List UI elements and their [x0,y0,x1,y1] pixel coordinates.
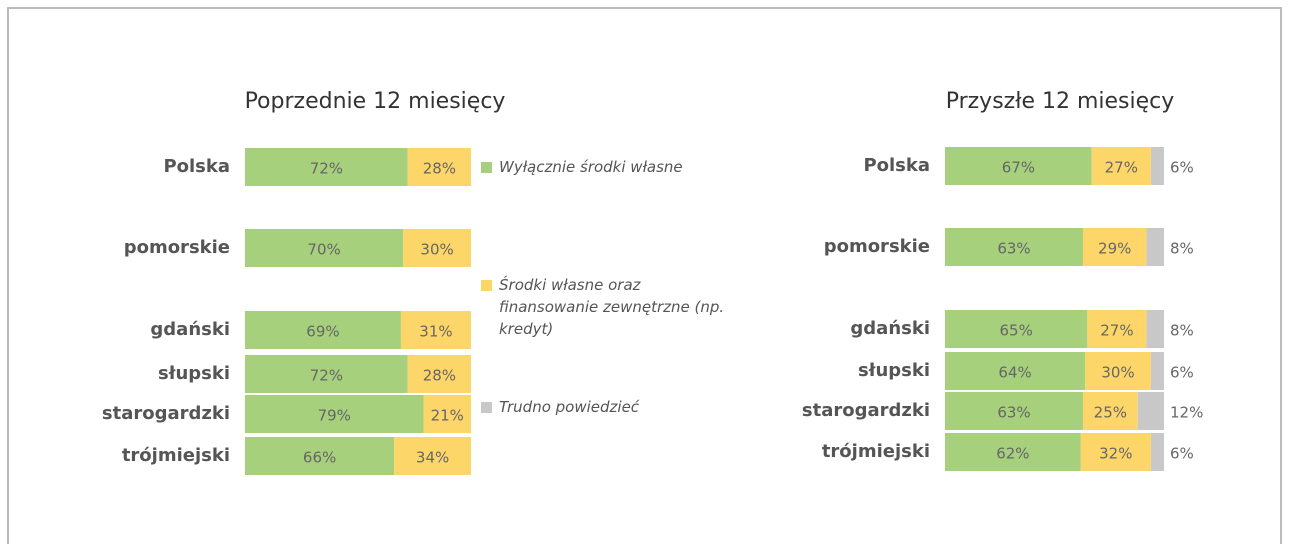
legend-label: Trudno powiedzieć [499,398,640,416]
value-label: 6% [1170,159,1194,177]
chart-title: Poprzednie 12 miesięcy [245,89,506,114]
category-label: starogardzki [102,403,230,424]
value-label: 27% [1100,322,1133,340]
value-label: 72% [310,160,343,178]
value-label: 21% [431,407,464,425]
bar-segment [423,395,471,433]
bar-segment [245,229,404,267]
value-label: 65% [1000,322,1033,340]
bar-segment [1080,433,1151,471]
category-label: Polska [863,155,930,176]
bar-segment [1146,228,1164,266]
bar-segment [400,311,471,349]
bar-segment [1082,228,1147,266]
category-label: gdański [150,319,230,340]
value-label: 30% [1101,364,1134,382]
value-label: 64% [998,364,1031,382]
bar-segment [394,437,471,475]
value-label: 27% [1105,159,1138,177]
value-label: 8% [1170,240,1194,258]
legend-swatch [481,162,492,173]
bar-segment [945,392,1083,430]
value-label: 29% [1098,240,1131,258]
bar-segment [245,395,424,433]
value-label: 66% [303,449,336,467]
value-label: 34% [416,449,449,467]
legend-label: Środki własne oraz finansowanie zewnętrz… [499,276,725,338]
category-label: pomorskie [824,236,930,257]
bar-segment [945,352,1086,390]
category-label: słupski [858,360,930,381]
value-label: 6% [1170,445,1194,463]
bar-segment [245,355,408,393]
value-label: 32% [1099,445,1132,463]
category-label: trójmiejski [122,445,230,466]
value-label: 67% [1002,159,1035,177]
value-label: 12% [1170,404,1203,422]
value-label: 8% [1170,322,1194,340]
bar-segment [1137,392,1164,430]
value-label: 30% [420,241,453,259]
value-label: 25% [1094,404,1127,422]
chart-title: Przyszłe 12 miesięcy [946,89,1175,114]
value-label: 69% [306,323,339,341]
bar-segment [945,433,1081,471]
bar-segment [1146,310,1164,348]
legend-swatch [481,402,492,413]
bar-segment [403,229,471,267]
bar-segment [1150,147,1164,185]
bar-segment [407,355,471,393]
value-label: 79% [318,407,351,425]
category-label: słupski [158,363,230,384]
value-label: 6% [1170,364,1194,382]
value-label: 62% [996,445,1029,463]
bar-segment [1087,310,1147,348]
value-label: 63% [997,240,1030,258]
frame [7,7,1282,544]
category-label: trójmiejski [822,441,930,462]
bar-segment [245,148,408,186]
category-label: starogardzki [802,400,930,421]
legend-label: Wyłącznie środki własne [499,158,683,176]
bar-segment [1150,433,1164,471]
bar-segment [945,310,1088,348]
bar-segment [945,228,1083,266]
legend-swatch [481,280,492,291]
value-label: 31% [419,323,452,341]
value-label: 28% [423,160,456,178]
bar-segment [407,148,471,186]
bar-segment [1082,392,1138,430]
bar-segment [245,311,401,349]
bar-segment [1150,352,1164,390]
value-label: 28% [423,367,456,385]
value-label: 72% [310,367,343,385]
value-label: 70% [307,241,340,259]
bar-segment [245,437,395,475]
bar-segment [1091,147,1151,185]
bar-segment [1085,352,1151,390]
category-label: Polska [163,156,230,177]
category-label: gdański [850,318,930,339]
bar-segment [945,147,1092,185]
category-label: pomorskie [124,237,230,258]
value-label: 63% [997,404,1030,422]
